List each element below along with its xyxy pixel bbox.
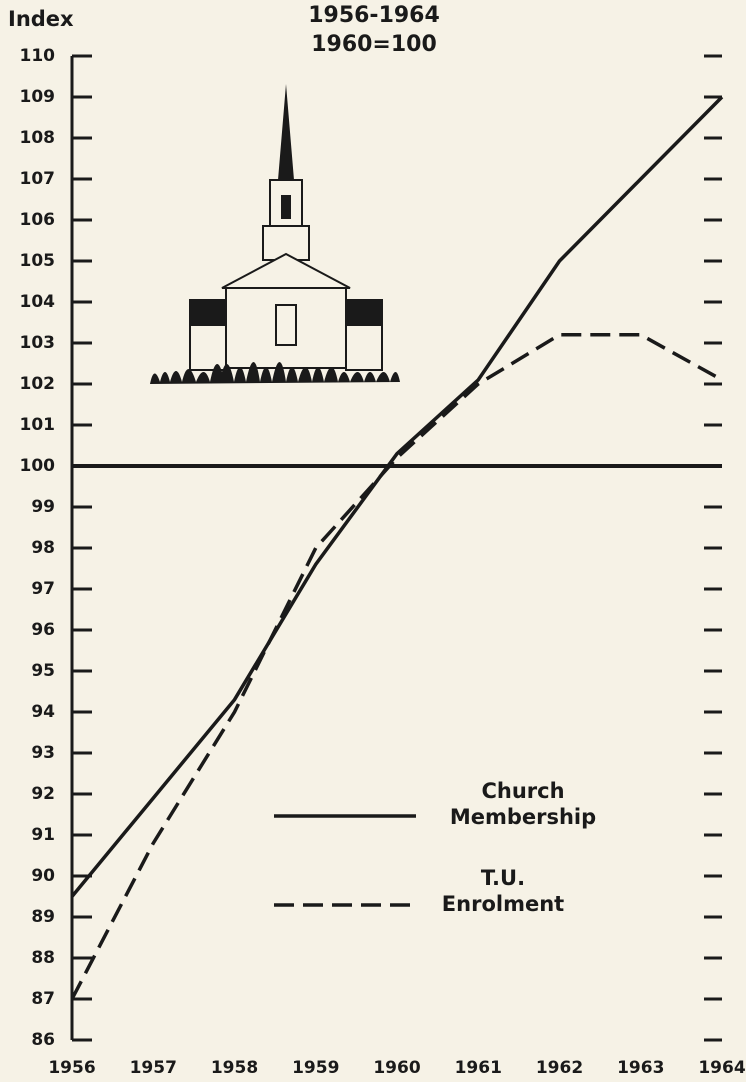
x-tick-label: 1961 xyxy=(455,1058,502,1078)
x-tick-label: 1957 xyxy=(130,1058,177,1078)
y-tick-label: 92 xyxy=(31,784,55,804)
x-tick-label: 1962 xyxy=(536,1058,583,1078)
legend-label: Church Membership xyxy=(449,779,597,829)
y-tick-label: 103 xyxy=(20,333,56,353)
x-tick-label: 1959 xyxy=(292,1058,339,1078)
y-tick-label: 93 xyxy=(31,743,55,763)
church-illustration xyxy=(150,84,400,384)
y-tick-label: 97 xyxy=(31,579,55,599)
x-tick-label: 1963 xyxy=(617,1058,664,1078)
y-tick-label: 106 xyxy=(20,210,56,230)
y-tick-label: 87 xyxy=(31,989,55,1009)
y-tick-label: 98 xyxy=(31,538,55,558)
y-tick-label: 104 xyxy=(20,292,56,312)
y-tick-label: 99 xyxy=(31,497,55,517)
y-tick-label: 105 xyxy=(20,251,56,271)
y-tick-label: 94 xyxy=(31,702,55,722)
series-line xyxy=(70,95,724,898)
y-tick-label: 110 xyxy=(20,46,56,66)
y-tick-label: 102 xyxy=(20,374,56,394)
y-tick-label: 95 xyxy=(31,661,55,681)
y-tick-label: 101 xyxy=(20,415,56,435)
y-tick-label: 108 xyxy=(20,128,56,148)
y-tick-label: 91 xyxy=(31,825,55,845)
legend-label: T.U. Enrolment xyxy=(441,866,565,916)
y-axis-label: Index xyxy=(8,7,74,31)
x-tick-label: 1956 xyxy=(48,1058,95,1078)
x-tick-label: 1958 xyxy=(211,1058,258,1078)
x-tick-label: 1960 xyxy=(373,1058,420,1078)
chart-title: 1956-1964 xyxy=(308,3,440,28)
y-tick-label: 88 xyxy=(31,948,55,968)
y-tick-label: 90 xyxy=(31,866,55,886)
y-tick-label: 107 xyxy=(20,169,56,189)
chart-subtitle: 1960=100 xyxy=(311,32,437,57)
x-tick-label: 1964 xyxy=(698,1058,745,1078)
y-tick-label: 86 xyxy=(31,1030,55,1050)
y-tick-label: 100 xyxy=(20,456,56,476)
y-tick-label: 109 xyxy=(20,87,56,107)
y-tick-label: 96 xyxy=(31,620,55,640)
series-line xyxy=(70,333,723,1000)
y-tick-label: 89 xyxy=(31,907,55,927)
